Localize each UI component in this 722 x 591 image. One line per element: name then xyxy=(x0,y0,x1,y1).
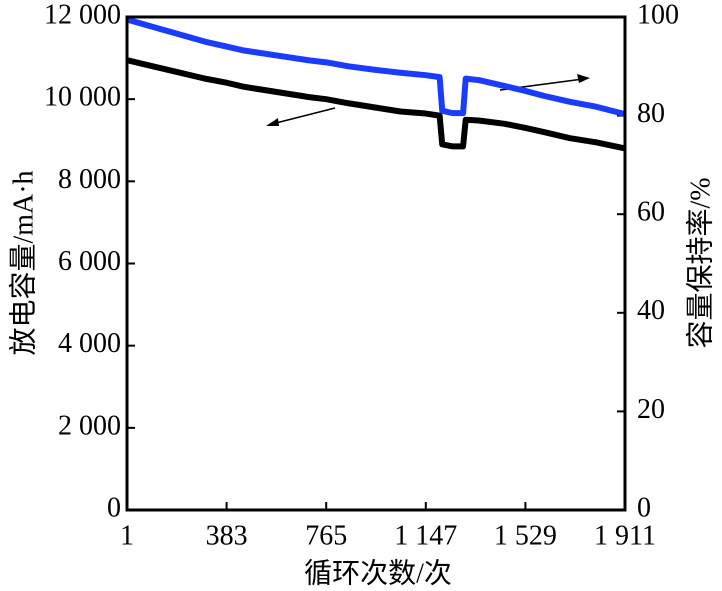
y-tick-label: 12 000 xyxy=(44,0,121,30)
y2-tick-label: 0 xyxy=(637,492,651,523)
y2-tick-label: 60 xyxy=(637,197,665,228)
x-axis-label: 循环次数/次 xyxy=(304,557,452,589)
y2-tick-label: 20 xyxy=(637,394,665,425)
y-axis-label: 放电容量/mA·h xyxy=(7,170,39,355)
series-line xyxy=(126,57,626,152)
y-tick-label: 10 000 xyxy=(44,82,121,113)
y2-tick-label: 80 xyxy=(637,98,665,129)
series-line xyxy=(126,16,626,118)
arrow-head xyxy=(577,74,590,83)
x-tick-label: 1 529 xyxy=(494,520,557,551)
y-tick-label: 0 xyxy=(107,492,121,523)
y-tick-label: 8 000 xyxy=(58,164,121,195)
y-tick-label: 4 000 xyxy=(58,328,121,359)
y-tick-label: 6 000 xyxy=(58,246,121,277)
x-tick-label: 1 xyxy=(120,520,134,551)
arrow-head xyxy=(266,118,279,126)
y2-tick-label: 40 xyxy=(637,295,665,326)
x-tick-label: 1 911 xyxy=(594,520,656,551)
annotation-arrow xyxy=(271,107,336,125)
x-tick-label: 765 xyxy=(305,520,347,551)
y2-axis-label: 容量保持率/% xyxy=(684,177,716,348)
x-tick-label: 383 xyxy=(206,520,248,551)
plot-frame xyxy=(125,15,627,512)
x-tick-label: 1 147 xyxy=(394,520,457,551)
y2-tick-label: 100 xyxy=(637,0,679,30)
y-tick-label: 2 000 xyxy=(58,410,121,441)
